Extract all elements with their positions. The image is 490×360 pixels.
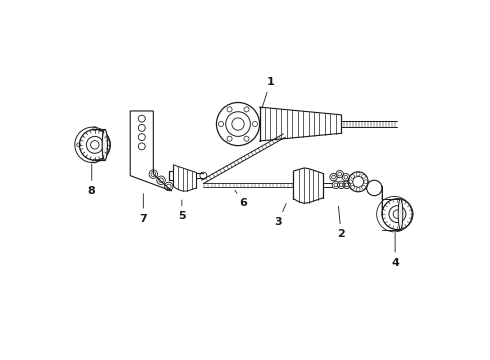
Text: 6: 6 [235, 190, 247, 208]
Text: 8: 8 [88, 164, 96, 196]
Text: 3: 3 [274, 204, 286, 227]
Polygon shape [130, 111, 172, 191]
Text: 2: 2 [337, 206, 345, 239]
Text: 1: 1 [262, 77, 274, 108]
Text: 7: 7 [140, 194, 147, 224]
Ellipse shape [398, 199, 403, 230]
Text: 4: 4 [391, 233, 399, 267]
Text: 5: 5 [178, 200, 186, 221]
Ellipse shape [102, 130, 107, 160]
